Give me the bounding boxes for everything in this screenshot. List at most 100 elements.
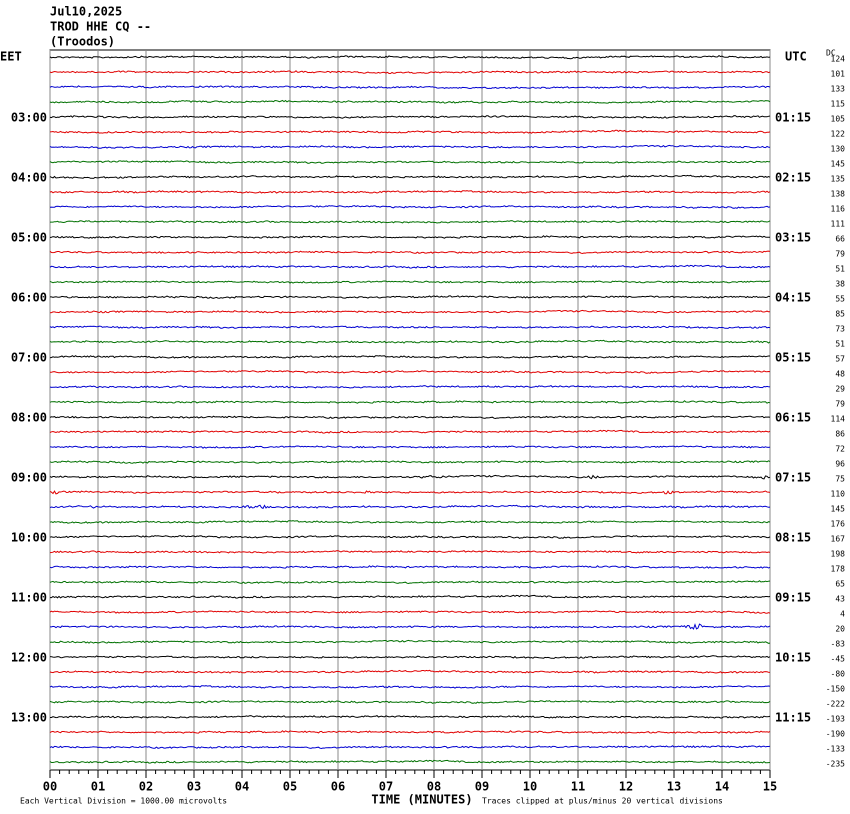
right-axis-title: UTC [785, 50, 807, 64]
trace [49, 535, 771, 539]
scale-note: Each Vertical Division = 1000.00 microvo… [20, 797, 227, 806]
dc-value: 116 [831, 205, 846, 214]
left-axis-title: EET [0, 50, 22, 64]
x-tick-label: 10 [523, 780, 537, 794]
clip-note: Traces clipped at plus/minus 20 vertical… [482, 797, 723, 806]
trace [49, 415, 771, 420]
x-tick-label: 02 [139, 780, 153, 794]
trace [49, 70, 771, 74]
trace [49, 655, 771, 659]
trace [49, 504, 771, 510]
x-tick-label: 04 [235, 780, 249, 794]
dc-value: 176 [831, 520, 846, 529]
x-axis-title: TIME (MINUTES) [371, 793, 472, 807]
dc-value: 85 [835, 310, 845, 319]
trace [49, 264, 771, 269]
trace [49, 669, 771, 674]
utc-label: 11:15 [775, 711, 811, 725]
dc-value: -222 [826, 700, 845, 709]
trace [49, 700, 771, 704]
dc-value: 75 [835, 475, 845, 484]
x-tick-label: 14 [715, 780, 729, 794]
dc-value: -80 [831, 670, 846, 679]
trace [49, 745, 771, 750]
trace [49, 550, 771, 554]
trace [49, 190, 771, 194]
dc-value: 115 [831, 100, 846, 109]
dc-value: 110 [831, 490, 846, 499]
trace [49, 54, 771, 60]
trace [49, 85, 771, 90]
dc-value: 114 [831, 415, 846, 424]
dc-value: 122 [831, 130, 846, 139]
x-tick-label: 06 [331, 780, 345, 794]
eet-label: 06:00 [11, 291, 47, 305]
dc-value: 86 [835, 430, 845, 439]
eet-label: 13:00 [11, 711, 47, 725]
trace [49, 385, 771, 389]
utc-label: 03:15 [775, 231, 811, 245]
utc-label: 10:15 [775, 651, 811, 665]
eet-label: 03:00 [11, 111, 47, 125]
trace [49, 685, 771, 689]
x-tick-label: 13 [667, 780, 681, 794]
dc-value: 111 [831, 220, 846, 229]
dc-value: 79 [835, 250, 845, 259]
dc-value: 57 [835, 355, 845, 364]
dc-value: -193 [826, 715, 845, 724]
dc-title: DC [826, 49, 836, 58]
eet-label: 09:00 [11, 471, 47, 485]
trace [50, 295, 771, 299]
dc-value: 138 [831, 190, 846, 199]
utc-label: 01:15 [775, 111, 811, 125]
dc-value: 43 [835, 595, 845, 604]
trace [49, 730, 771, 734]
dc-value: 135 [831, 175, 846, 184]
trace [49, 250, 771, 255]
trace [49, 639, 771, 644]
eet-label: 07:00 [11, 351, 47, 365]
trace [49, 144, 771, 149]
x-tick-label: 09 [475, 780, 489, 794]
trace [50, 594, 771, 599]
dc-value: 51 [835, 265, 845, 274]
trace [49, 115, 771, 119]
trace [49, 429, 771, 434]
dc-value: 4 [840, 610, 845, 619]
utc-label: 09:15 [775, 591, 811, 605]
dc-value: 178 [831, 565, 846, 574]
dc-value: 38 [835, 280, 845, 289]
trace [49, 99, 771, 104]
trace [49, 565, 771, 569]
trace [49, 610, 771, 614]
trace [49, 580, 771, 585]
utc-label: 08:15 [775, 531, 811, 545]
dc-value: 72 [835, 445, 845, 454]
dc-value: 48 [835, 370, 845, 379]
utc-label: 06:15 [775, 411, 811, 425]
x-tick-label: 07 [379, 780, 393, 794]
station: TROD HHE CQ -- [50, 20, 151, 34]
dc-value: 133 [831, 85, 846, 94]
dc-value: 79 [835, 400, 845, 409]
trace [49, 445, 771, 449]
dc-value: 73 [835, 325, 845, 334]
trace [49, 339, 771, 344]
dc-value: 96 [835, 460, 845, 469]
x-tick-label: 15 [763, 780, 777, 794]
dc-value: 65 [835, 580, 845, 589]
dc-value: 198 [831, 550, 846, 559]
utc-label: 04:15 [775, 291, 811, 305]
dc-value: -133 [826, 745, 845, 754]
dc-value: 55 [835, 295, 845, 304]
utc-label: 05:15 [775, 351, 811, 365]
dc-value: -235 [826, 760, 845, 769]
location: (Troodos) [50, 35, 115, 49]
x-tick-label: 00 [43, 780, 57, 794]
trace [49, 174, 771, 179]
dc-value: 66 [835, 235, 845, 244]
trace [50, 623, 771, 630]
dc-value: -45 [831, 655, 846, 664]
dc-value: 101 [831, 70, 846, 79]
